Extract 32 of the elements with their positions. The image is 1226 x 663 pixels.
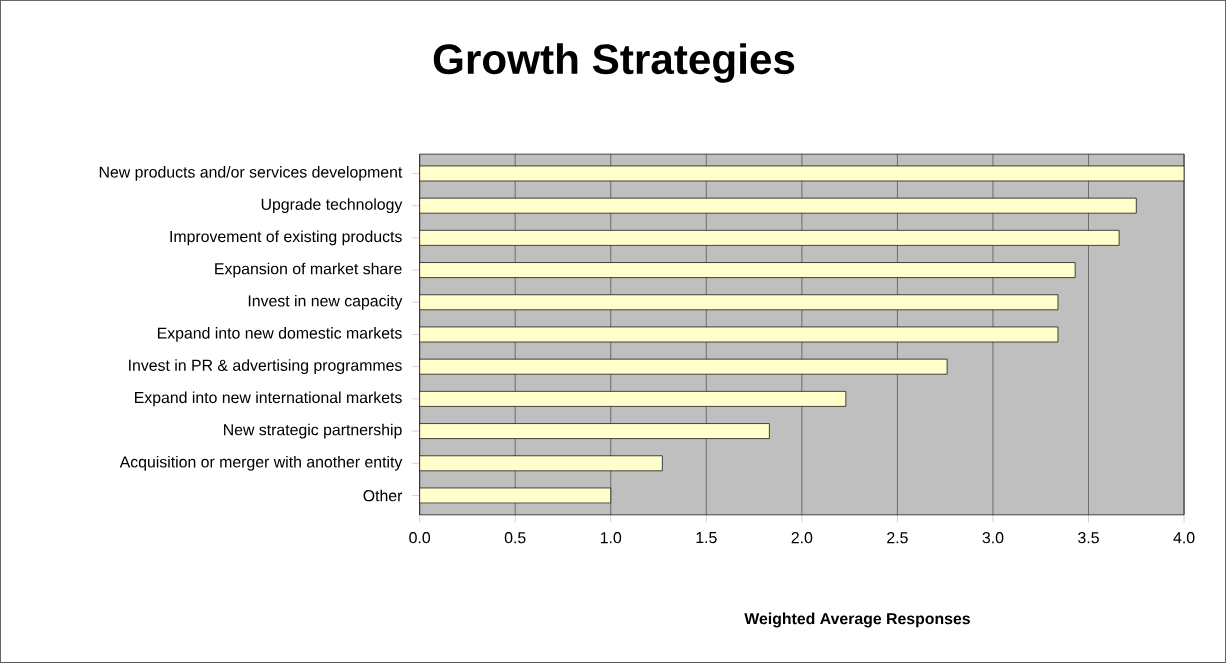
y-tick-label: Expand into new international markets — [135, 391, 402, 407]
x-axis-title: Weighted Average Responses — [744, 612, 970, 628]
chart-title: Growth Strategies — [433, 43, 795, 83]
y-tick-label: Expand into new domestic markets — [157, 327, 402, 342]
bar — [419, 197, 1137, 214]
x-tick-label: 3.5 — [1078, 532, 1099, 544]
x-tick-label: 4.0 — [1173, 532, 1195, 544]
bar — [419, 326, 1059, 343]
bar — [419, 262, 1076, 278]
bar — [419, 423, 770, 439]
bar — [419, 294, 1059, 311]
y-tick-label: Expansion of market share — [215, 262, 402, 278]
y-tick-label: Invest in PR & advertising programmes — [129, 359, 402, 375]
y-tick-label: Other — [363, 489, 403, 502]
x-tick-label: 2.0 — [791, 532, 813, 544]
x-tick-label: 1.0 — [600, 532, 622, 544]
y-tick-label: Invest in new capacity — [248, 294, 403, 310]
y-tick-label: Upgrade technology — [261, 198, 403, 214]
bar — [419, 358, 948, 375]
x-tick-label: 3.0 — [982, 532, 1004, 544]
x-tick-label: 0.5 — [504, 532, 526, 544]
bar — [419, 487, 612, 504]
y-tick-label: Improvement of existing products — [170, 230, 402, 246]
bar — [419, 455, 663, 472]
bar — [419, 391, 847, 407]
y-tick-label: New strategic partnership — [224, 423, 402, 439]
x-tick-label: 2.5 — [887, 532, 908, 544]
y-tick-label: Acquisition or merger with another entity — [119, 455, 403, 471]
bar — [419, 230, 1120, 246]
x-tick-label: 0.0 — [409, 532, 431, 544]
y-tick-label: New products and/or services development — [99, 166, 403, 181]
x-tick-label: 1.5 — [696, 532, 717, 544]
